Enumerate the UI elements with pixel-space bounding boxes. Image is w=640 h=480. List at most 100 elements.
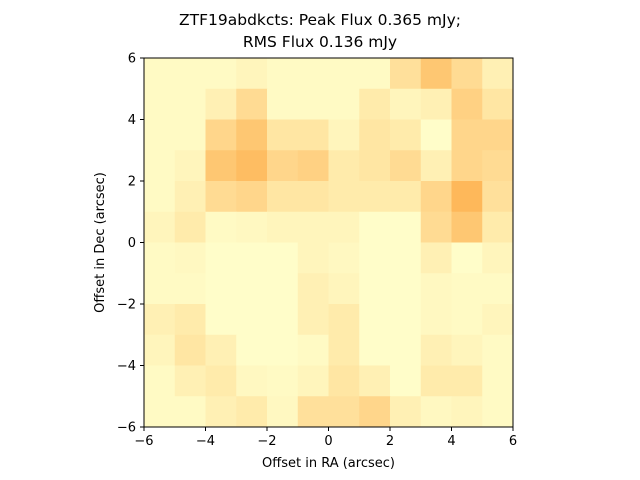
heatmap-cell [328,58,360,90]
heatmap-cell [390,304,422,336]
heatmap-cell [359,396,391,428]
heatmap-cell [390,334,422,366]
heatmap-cell [390,58,422,90]
heatmap-cell [297,365,329,397]
heatmap-cell [420,88,452,120]
heatmap-cell [359,242,391,274]
heatmap-cell [267,181,299,213]
heatmap-cell [174,211,206,243]
heatmap-cell [205,242,237,274]
heatmap-cell [390,365,422,397]
heatmap-cell [482,88,514,120]
heatmap-cell [236,365,268,397]
heatmap-cell [144,150,176,182]
heatmap-cell [482,304,514,336]
heatmap-cell [390,242,422,274]
heatmap-cell [267,242,299,274]
heatmap-cell [297,58,329,90]
heatmap-cell [144,58,176,90]
heatmap-cell [144,242,176,274]
heatmap-cell [482,150,514,182]
heatmap-cell [328,150,360,182]
heatmap-cell [451,88,483,120]
x-tick-label: 6 [509,434,517,449]
x-axis-label: Offset in RA (arcsec) [262,456,395,471]
heatmap-cell [205,88,237,120]
heatmap-cell [174,150,206,182]
y-tick-label: 2 [128,175,136,190]
heatmap-cell [205,273,237,305]
y-tick-label: −2 [117,298,136,313]
heatmap-cell [359,304,391,336]
heatmap-cell [267,211,299,243]
heatmap-cell [328,88,360,120]
heatmap-cell [420,119,452,151]
heatmap-cell [236,211,268,243]
heatmap-cell [236,181,268,213]
heatmap-cell [328,304,360,336]
x-axis-ticks: −6 −4 −2 0 2 4 6 [134,427,517,449]
heatmap-cell [174,273,206,305]
chart-title-line-1: ZTF19abdkcts: Peak Flux 0.365 mJy; [179,11,461,29]
heatmap-cell [420,58,452,90]
heatmap-cell [267,88,299,120]
heatmap-cell [328,365,360,397]
x-tick-label: −4 [196,434,215,449]
heatmap-cell [359,58,391,90]
heatmap-cell [267,304,299,336]
heatmap-cell [205,365,237,397]
heatmap-cell [328,119,360,151]
heatmap-cell [144,88,176,120]
x-tick-label: −2 [257,434,276,449]
heatmap-cell [451,304,483,336]
heatmap-cell [482,273,514,305]
heatmap-cell [420,365,452,397]
heatmap-cell [205,334,237,366]
heatmap-cells [144,58,514,428]
heatmap-cell [236,242,268,274]
heatmap-cell [144,273,176,305]
heatmap-cell [482,181,514,213]
heatmap-cell [420,242,452,274]
heatmap-cell [205,211,237,243]
heatmap-cell [267,365,299,397]
heatmap-cell [174,396,206,428]
heatmap-cell [420,304,452,336]
heatmap-cell [297,119,329,151]
y-tick-label: 6 [128,52,136,67]
heatmap-cell [390,273,422,305]
heatmap-cell [328,334,360,366]
y-tick-label: −4 [117,359,136,374]
heatmap-cell [205,304,237,336]
heatmap-cell [451,181,483,213]
x-tick-label: 2 [386,434,394,449]
heatmap-cell [236,396,268,428]
heatmap-cell [390,211,422,243]
heatmap-cell [174,304,206,336]
heatmap-cell [297,396,329,428]
heatmap-cell [390,119,422,151]
heatmap-cell [297,150,329,182]
heatmap-cell [451,242,483,274]
heatmap-cell [482,334,514,366]
y-tick-label: 4 [128,113,136,128]
heatmap-cell [390,396,422,428]
heatmap-cell [359,88,391,120]
heatmap-cell [144,334,176,366]
x-tick-label: −6 [134,434,153,449]
heatmap-cell [297,181,329,213]
heatmap-cell [267,334,299,366]
heatmap-cell [482,211,514,243]
heatmap-cell [328,396,360,428]
heatmap-cell [144,304,176,336]
heatmap-cell [482,242,514,274]
heatmap-cell [420,150,452,182]
x-tick-label: 4 [447,434,455,449]
heatmap-cell [205,150,237,182]
heatmap-cell [236,119,268,151]
heatmap-cell [451,119,483,151]
y-axis-label: Offset in Dec (arcsec) [93,172,108,313]
heatmap-cell [297,88,329,120]
heatmap-cell [297,211,329,243]
